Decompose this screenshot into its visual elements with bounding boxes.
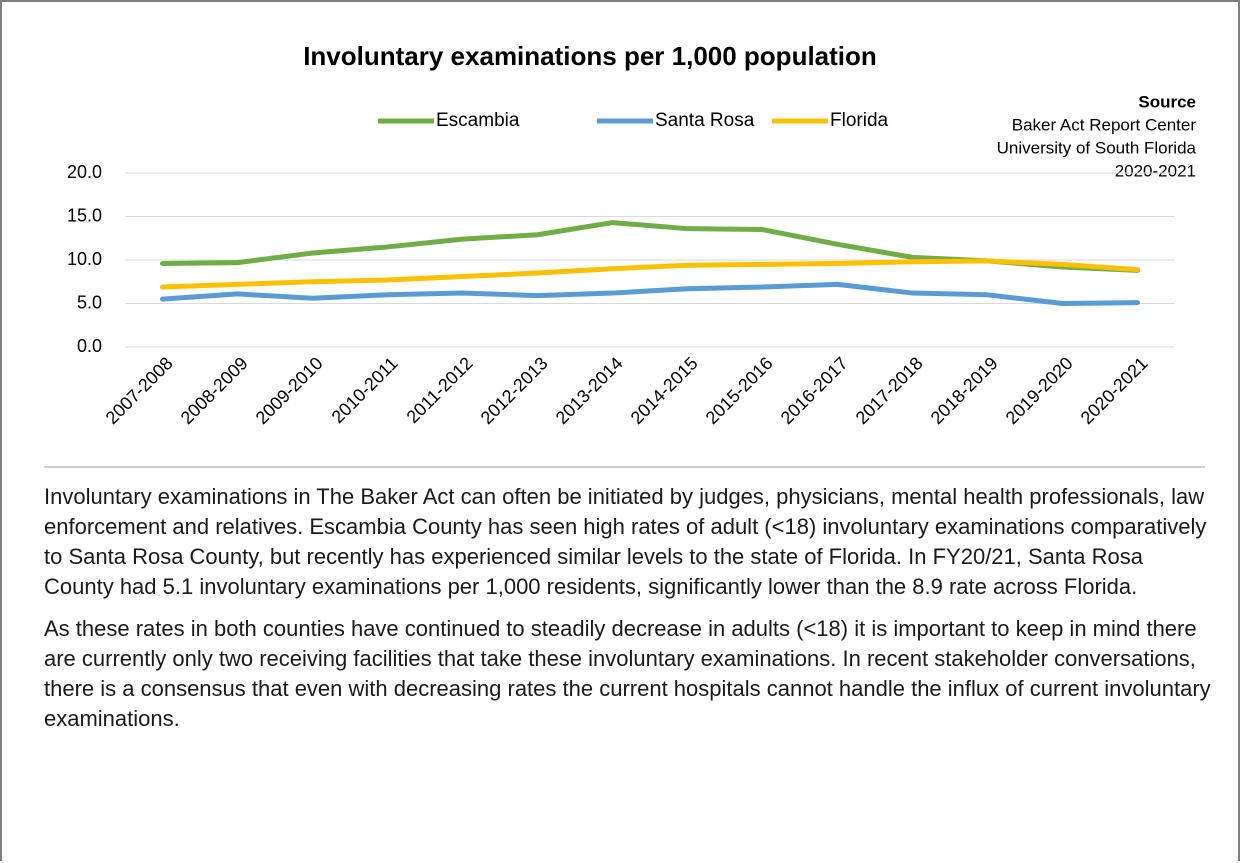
x-tick-label: 2011-2012: [403, 353, 477, 427]
legend-label: Escambia: [436, 110, 520, 131]
x-tick-label: 2018-2019: [927, 353, 1002, 428]
y-tick-label: 20.0: [67, 162, 102, 182]
series-line: [160, 258, 1140, 290]
x-tick-label: 2020-2021: [1077, 353, 1152, 428]
legend-label: Santa Rosa: [655, 110, 755, 131]
x-tick-label: 2017-2018: [852, 353, 927, 428]
body-text: Involuntary examinations in The Baker Ac…: [44, 482, 1214, 746]
x-tick-label: 2015-2016: [702, 353, 777, 428]
chart-title: Involuntary examinations per 1,000 popul…: [303, 41, 877, 71]
y-tick-label: 0.0: [77, 336, 102, 356]
source-title: Source: [1138, 92, 1196, 111]
x-tick-label: 2008-2009: [177, 353, 252, 428]
source-line: Baker Act Report Center: [1012, 115, 1197, 134]
series-line: [160, 281, 1140, 306]
chart: Involuntary examinations per 1,000 popul…: [44, 41, 1205, 468]
x-tick-label: 2009-2010: [252, 353, 327, 428]
x-tick-label: 2014-2015: [627, 353, 702, 428]
x-tick-label: 2012-2013: [477, 353, 552, 428]
y-tick-label: 15.0: [67, 205, 102, 225]
x-tick-label: 2016-2017: [777, 353, 852, 428]
x-tick-label: 2010-2011: [328, 353, 402, 427]
paragraph: As these rates in both counties have con…: [44, 616, 1211, 731]
source-line: 2020-2021: [1115, 161, 1196, 180]
x-tick-label: 2007-2008: [102, 353, 177, 428]
x-tick-label: 2013-2014: [552, 353, 627, 428]
paragraph: Involuntary examinations in The Baker Ac…: [44, 484, 1207, 599]
y-tick-label: 5.0: [77, 292, 102, 312]
y-tick-label: 10.0: [67, 249, 102, 269]
x-tick-label: 2019-2020: [1002, 353, 1077, 428]
source-line: University of South Florida: [997, 138, 1197, 157]
legend-label: Florida: [830, 110, 889, 131]
